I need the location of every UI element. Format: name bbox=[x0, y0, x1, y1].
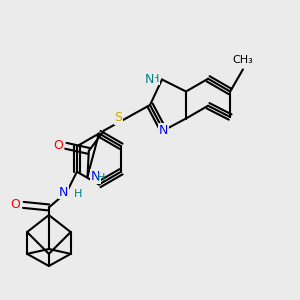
Text: H: H bbox=[151, 74, 159, 85]
Text: N: N bbox=[145, 73, 154, 86]
Text: N: N bbox=[91, 170, 100, 183]
Text: O: O bbox=[53, 139, 63, 152]
Text: CH₃: CH₃ bbox=[232, 55, 253, 65]
Text: N: N bbox=[159, 124, 168, 137]
Text: N: N bbox=[59, 186, 68, 199]
Text: H: H bbox=[74, 189, 82, 199]
Text: S: S bbox=[115, 111, 123, 124]
Text: H: H bbox=[97, 173, 106, 183]
Text: O: O bbox=[11, 198, 20, 212]
